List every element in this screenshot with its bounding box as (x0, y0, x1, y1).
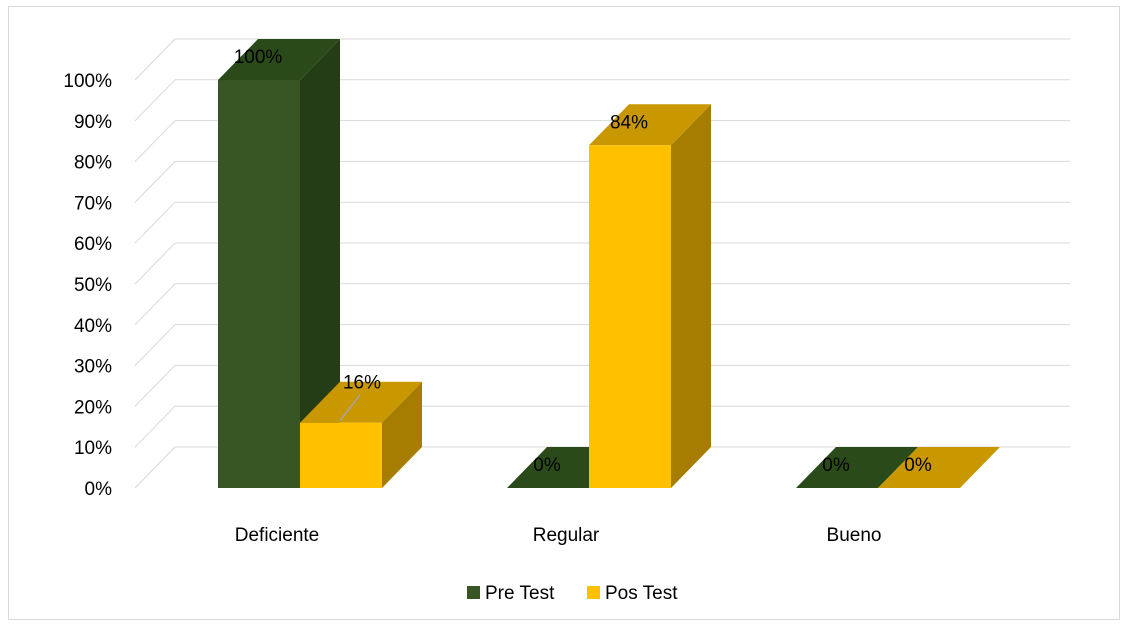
y-tick-label: 20% (74, 397, 112, 418)
data-label: 0% (533, 455, 561, 476)
y-tick-label: 30% (74, 357, 112, 378)
x-tick-label: Bueno (827, 525, 882, 546)
chart-border (8, 6, 1120, 620)
legend-swatch (587, 586, 600, 599)
legend-label: Pre Test (485, 583, 555, 604)
data-label: 0% (904, 455, 932, 476)
bar-side (300, 39, 340, 488)
gridline-diagonal (134, 161, 176, 203)
legend: Pre Test Pos Test (467, 583, 678, 604)
x-axis: Deficiente Regular Bueno (235, 525, 882, 546)
bar (589, 145, 671, 488)
bar-top (300, 381, 422, 423)
gridline-diagonal (134, 324, 176, 366)
data-label: 84% (610, 112, 648, 133)
gridline-diagonal (134, 38, 176, 81)
gridline-diagonal (134, 201, 176, 244)
bar-top (218, 39, 340, 80)
y-tick-label: 10% (74, 438, 112, 459)
gridline-diagonal (134, 283, 176, 326)
y-tick-label: 70% (74, 193, 112, 214)
bar-top (878, 447, 1000, 488)
y-tick-label: 100% (63, 71, 112, 92)
bar (218, 80, 300, 488)
y-tick-label: 60% (74, 234, 112, 255)
data-label-leader (339, 394, 361, 422)
legend-swatch (467, 586, 480, 599)
gridline-diagonal (134, 79, 176, 122)
bar-side (671, 104, 711, 488)
y-axis: 0% 10% 20% 30% 40% 50% 60% 70% 80% 90% 100% (63, 71, 112, 500)
gridline-diagonal (134, 365, 176, 407)
y-tick-label: 50% (74, 275, 112, 296)
bars (218, 39, 1000, 488)
x-tick-label: Deficiente (235, 525, 320, 546)
gridline-diagonal (134, 405, 176, 448)
legend-label: Pos Test (605, 583, 678, 604)
gridline-diagonal (134, 242, 176, 285)
y-tick-label: 90% (74, 112, 112, 133)
bar (300, 422, 382, 488)
bar-side (382, 381, 422, 488)
y-tick-label: 80% (74, 153, 112, 174)
bar-top (589, 104, 711, 146)
gridline-diagonal (134, 120, 176, 162)
data-label: 16% (343, 373, 381, 394)
data-labels: 100% 0% 0% 16% 84% 0% (234, 47, 932, 476)
y-tick-label: 40% (74, 316, 112, 337)
bar-top (796, 447, 918, 488)
data-label: 0% (822, 455, 850, 476)
data-label: 100% (234, 47, 283, 68)
gridline-diagonal (134, 446, 176, 489)
y-tick-label: 0% (85, 479, 113, 500)
x-tick-label: Regular (533, 525, 600, 546)
